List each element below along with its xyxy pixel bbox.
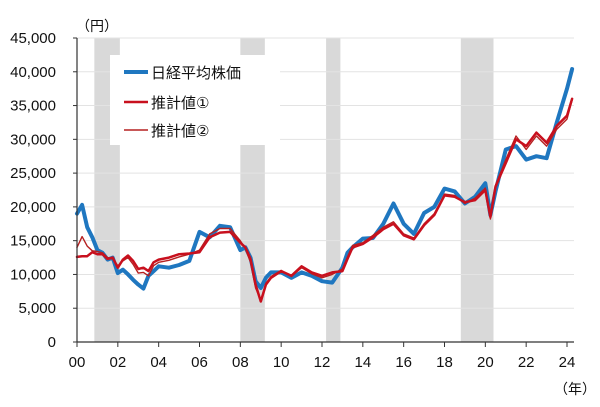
- y-tick-label: 10,000: [10, 266, 56, 283]
- x-tick-label: 00: [69, 354, 86, 371]
- y-tick-label: 0: [48, 334, 56, 351]
- x-tick-label: 12: [314, 354, 331, 371]
- recession-band: [326, 38, 341, 342]
- x-tick-label: 10: [273, 354, 290, 371]
- x-tick-label: 14: [354, 354, 371, 371]
- x-tick-label: 04: [150, 354, 167, 371]
- x-axis-unit-label: （年）: [554, 382, 596, 398]
- x-tick-label: 02: [109, 354, 126, 371]
- y-tick-label: 25,000: [10, 165, 56, 182]
- x-axis-tick-labels: 00 02 04 06 08 10 12 14 16 18 20 22 24: [69, 354, 576, 371]
- gridlines: [77, 37, 574, 309]
- x-tick-label: 08: [232, 354, 249, 371]
- axes: [73, 37, 574, 347]
- y-tick-label: 15,000: [10, 233, 56, 250]
- y-tick-label: 40,000: [10, 64, 56, 81]
- legend-label-nikkei: 日経平均株価: [151, 64, 241, 82]
- legend-label-estimate-1: 推計値①: [151, 94, 209, 112]
- y-tick-label: 45,000: [10, 30, 56, 47]
- y-tick-label: 20,000: [10, 199, 56, 216]
- y-tick-label: 5,000: [18, 300, 56, 317]
- legend-label-estimate-2: 推計値②: [151, 122, 209, 140]
- legend-item-estimate-2: 推計値②: [124, 122, 209, 140]
- x-tick-label: 16: [395, 354, 412, 371]
- x-tick-label: 22: [518, 354, 535, 371]
- legend: 日経平均株価 推計値① 推計値②: [110, 55, 280, 145]
- x-tick-label: 24: [559, 354, 576, 371]
- x-tick-label: 06: [191, 354, 208, 371]
- series-lines: [75, 67, 575, 303]
- y-tick-label: 35,000: [10, 98, 56, 115]
- legend-item-nikkei: 日経平均株価: [124, 64, 241, 82]
- series-line-1: [75, 97, 574, 303]
- y-axis-tick-labels: 0 5,000 10,000 15,000 20,000 25,000 30,000 35,0…: [10, 30, 56, 351]
- y-axis-unit-label: （円）: [76, 19, 118, 35]
- x-tick-label: 20: [477, 354, 494, 371]
- x-tick-label: 18: [436, 354, 453, 371]
- recession-band: [460, 38, 494, 342]
- y-tick-label: 30,000: [10, 131, 56, 148]
- legend-item-estimate-1: 推計値①: [124, 94, 209, 112]
